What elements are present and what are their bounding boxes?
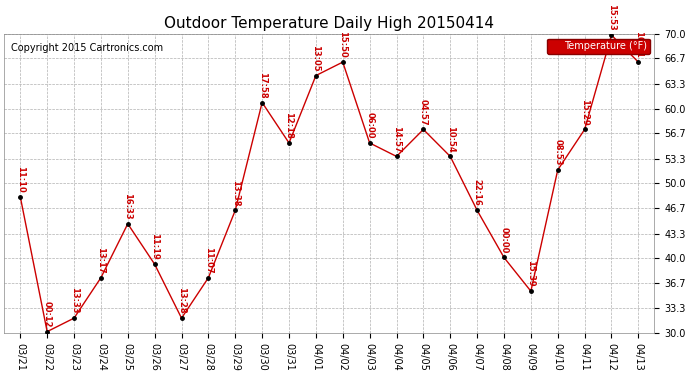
Text: 22:16: 22:16: [473, 179, 482, 206]
Text: 12:18: 12:18: [284, 112, 293, 139]
Text: 15:39: 15:39: [526, 260, 535, 287]
Text: 13:28: 13:28: [177, 287, 186, 314]
Text: 10:54: 10:54: [446, 126, 455, 152]
Text: 11:19: 11:19: [150, 233, 159, 260]
Text: 14:57: 14:57: [392, 126, 401, 152]
Legend: Temperature (°F): Temperature (°F): [547, 39, 649, 54]
Text: 16:41: 16:41: [634, 31, 643, 58]
Text: 06:00: 06:00: [365, 112, 374, 139]
Text: 13:05: 13:05: [311, 45, 320, 71]
Text: 00:12: 00:12: [43, 301, 52, 327]
Text: 13:17: 13:17: [97, 247, 106, 273]
Text: 08:53: 08:53: [553, 139, 562, 166]
Text: 13:38: 13:38: [230, 180, 239, 206]
Text: 16:33: 16:33: [124, 193, 132, 220]
Text: Copyright 2015 Cartronics.com: Copyright 2015 Cartronics.com: [10, 43, 163, 52]
Title: Outdoor Temperature Daily High 20150414: Outdoor Temperature Daily High 20150414: [164, 16, 494, 31]
Text: 17:58: 17:58: [257, 72, 266, 98]
Text: 04:57: 04:57: [419, 99, 428, 125]
Text: 11:10: 11:10: [16, 166, 25, 193]
Text: 11:07: 11:07: [204, 247, 213, 273]
Text: 00:00: 00:00: [500, 227, 509, 254]
Text: 15:29: 15:29: [580, 99, 589, 125]
Text: 13:33: 13:33: [70, 288, 79, 314]
Text: 15:53: 15:53: [607, 4, 616, 31]
Text: 15:50: 15:50: [338, 31, 347, 58]
